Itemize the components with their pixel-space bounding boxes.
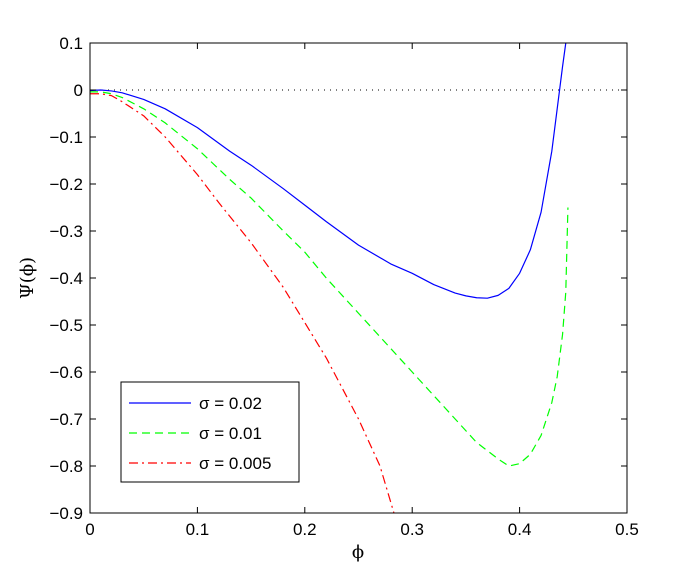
series-line-3	[90, 93, 395, 513]
legend-label-2: σ = 0.01	[199, 424, 262, 443]
series-line-2	[90, 91, 569, 467]
y-tick-label: 0.1	[59, 34, 83, 53]
plot-area	[90, 43, 627, 513]
y-tick-label: −0.2	[49, 175, 83, 194]
y-axis-label: Ψ(ϕ)	[17, 257, 38, 299]
y-tick-label: −0.7	[49, 410, 83, 429]
y-tick-label: 0	[74, 81, 83, 100]
x-tick-label: 0.1	[186, 520, 210, 539]
legend: σ = 0.02 σ = 0.01 σ = 0.005	[120, 381, 300, 483]
legend-label-3: σ = 0.005	[199, 454, 271, 473]
x-tick-label: 0.5	[615, 520, 639, 539]
x-axis-label: ϕ	[352, 542, 364, 563]
y-tick-label: −0.4	[49, 269, 83, 288]
x-tick-label: 0.3	[400, 520, 424, 539]
legend-box	[120, 381, 300, 483]
x-tick-label: 0	[85, 520, 94, 539]
axis-ticks: 0 0.1 0.2 0.3 0.4 0.5 0.1 0 −0.1 −0.2 −0.3 −0.4 −0.5…	[49, 34, 638, 539]
y-tick-label: −0.1	[49, 128, 83, 147]
x-tick-label: 0.2	[293, 520, 317, 539]
x-tick-label: 0.4	[508, 520, 532, 539]
y-tick-label: −0.6	[49, 363, 83, 382]
legend-label-1: σ = 0.02	[199, 394, 262, 413]
y-tick-label: −0.5	[49, 316, 83, 335]
series-line-1	[90, 43, 567, 299]
y-tick-label: −0.3	[49, 222, 83, 241]
y-tick-label: −0.8	[49, 457, 83, 476]
y-tick-label: −0.9	[49, 504, 83, 523]
